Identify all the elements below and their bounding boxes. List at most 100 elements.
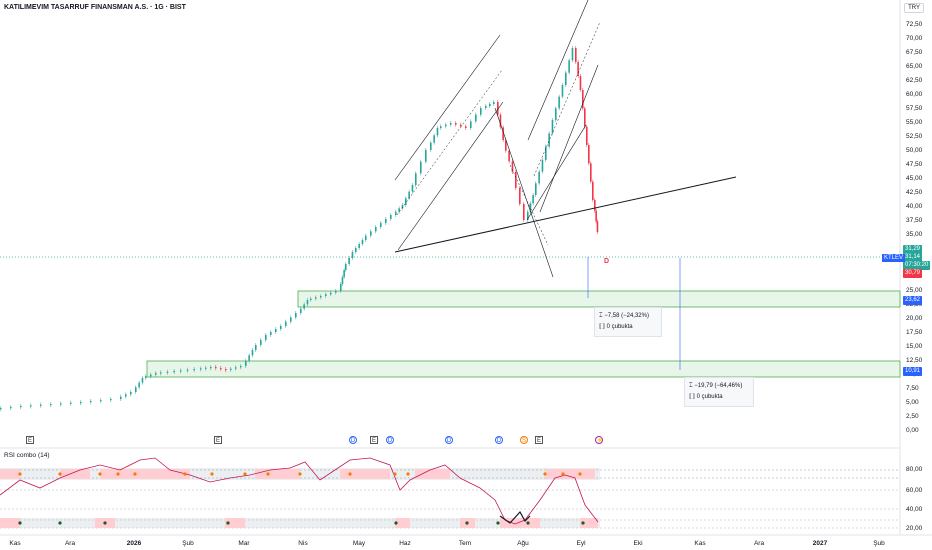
support-zone-lower: [146, 360, 901, 378]
rsi-divergence-line: [499, 510, 531, 524]
candle: [275, 329, 277, 332]
price-tick: 15,00: [906, 343, 923, 350]
rsi-signal-dot: [18, 521, 22, 525]
rsi-oversold-cell: [395, 518, 410, 528]
candle: [225, 369, 227, 371]
price-tick: 52,50: [906, 133, 923, 140]
candle: [303, 304, 305, 309]
candle: [529, 203, 532, 212]
rsi-overbought-cell: [255, 469, 300, 479]
channel-midline: [396, 69, 503, 216]
rsi-oversold-cell: [0, 518, 20, 528]
candle: [395, 211, 397, 215]
candle: [425, 150, 427, 162]
time-tick: Kas: [9, 540, 21, 547]
candle: [90, 401, 92, 403]
rsi-oversold-cell: [225, 518, 245, 528]
candle: [440, 126, 442, 128]
candle: [390, 215, 392, 219]
candle: [465, 126, 467, 128]
rsi-signal-dot: [133, 472, 137, 476]
candle: [351, 252, 354, 258]
time-tick: Şub: [873, 540, 885, 547]
candle: [415, 173, 417, 185]
price-tick: 20,00: [906, 315, 923, 322]
earnings-event-icon[interactable]: E: [370, 436, 378, 444]
candle: [120, 396, 122, 399]
candle: [205, 367, 207, 369]
candle: [565, 72, 567, 85]
candle: [265, 335, 267, 340]
rsi-signal-dot: [58, 521, 62, 525]
currency-label[interactable]: TRY: [904, 3, 924, 13]
candle: [173, 371, 175, 373]
price-tick: 0,00: [906, 427, 919, 434]
time-tick: Eyl: [576, 540, 586, 547]
price-tick: 47,50: [906, 161, 923, 168]
rsi-signal-dot: [393, 472, 397, 476]
candle: [519, 188, 521, 204]
candle: [248, 355, 250, 361]
trend-line: [394, 176, 737, 253]
candle: [505, 140, 507, 151]
price-range-measure[interactable]: ⌶ −19,79 (−64,46%) ⟦⟧ 0 çubukta: [684, 377, 754, 407]
split-event-icon[interactable]: S: [520, 436, 528, 444]
candle: [475, 114, 477, 122]
candle: [145, 376, 147, 378]
candle: [365, 235, 367, 240]
candle: [330, 292, 332, 295]
earnings-event-icon[interactable]: E: [26, 436, 34, 444]
candle: [370, 231, 372, 236]
support-zone-upper: [297, 290, 901, 308]
time-tick: Ara: [753, 540, 765, 547]
dividend-event-icon[interactable]: D: [495, 436, 503, 444]
candle: [561, 85, 564, 97]
rsi-overbought-cell: [545, 469, 595, 479]
dividend-marker[interactable]: D: [604, 258, 610, 265]
earnings-event-icon[interactable]: E: [214, 436, 222, 444]
rsi-signal-dot: [103, 521, 107, 525]
price-tick: 57,50: [906, 105, 923, 112]
flash-event-icon[interactable]: ⚡: [595, 436, 604, 444]
candle: [200, 368, 202, 370]
rsi-line: [0, 457, 599, 525]
candle: [571, 48, 574, 61]
price-tick: 65,00: [906, 63, 923, 70]
candle: [341, 277, 344, 284]
range-icon: ⌶: [599, 313, 605, 319]
rsi-signal-dot: [561, 472, 565, 476]
candle: [110, 399, 112, 401]
rsi-signal-dot: [526, 521, 530, 525]
dividend-event-icon[interactable]: D: [445, 436, 453, 444]
candle: [155, 373, 157, 375]
candle: [230, 368, 232, 370]
candle: [166, 371, 169, 373]
candle: [215, 367, 217, 369]
earnings-event-icon[interactable]: E: [535, 436, 543, 444]
candle: [40, 404, 42, 406]
dividend-event-icon[interactable]: D: [386, 436, 394, 444]
candle: [596, 221, 599, 232]
rsi-signal-dot: [465, 521, 469, 525]
price-tick: 72,50: [906, 21, 923, 28]
rsi-tick: 40,00: [906, 506, 923, 513]
candle: [343, 270, 345, 277]
price-range-measure[interactable]: ⌶ −7,58 (−24,32%) ⟦⟧ 0 çubukta: [594, 307, 662, 337]
dividend-event-icon[interactable]: D: [349, 436, 357, 444]
ticker-label[interactable]: KTLEV: [882, 254, 906, 262]
price-tick: 12,50: [906, 357, 923, 364]
candle: [460, 124, 462, 127]
candle: [0, 408, 2, 410]
candle: [135, 387, 137, 392]
rsi-overbought-cell: [415, 469, 450, 479]
rsi-signal-dot: [496, 521, 500, 525]
indicator-title[interactable]: RSI combo (14): [4, 452, 50, 459]
candle: [594, 200, 596, 211]
rsi-signal-dot: [243, 472, 247, 476]
price-badge-low: 30,79: [903, 269, 923, 278]
price-tick: 45,00: [906, 175, 923, 182]
time-tick: Kas: [694, 540, 706, 547]
rsi-signal-dot: [348, 472, 352, 476]
candle: [535, 183, 537, 195]
